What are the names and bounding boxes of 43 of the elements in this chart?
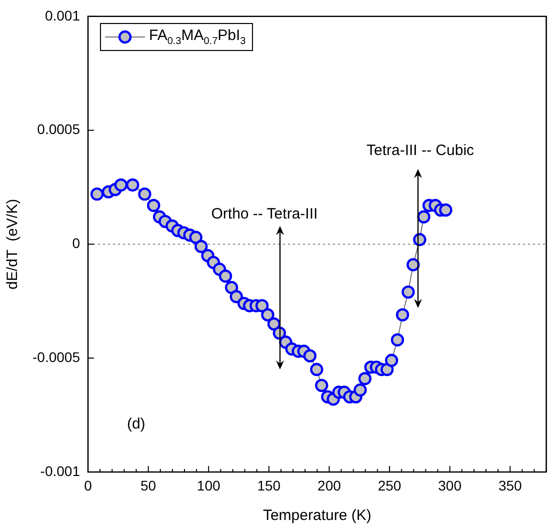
point [402, 285, 415, 299]
x-tick-label: 50 [140, 477, 156, 494]
point [90, 187, 104, 201]
x-tick-label: 100 [196, 477, 220, 494]
point [114, 178, 128, 192]
point [126, 178, 140, 192]
annotation: (d) [126, 415, 146, 432]
point [417, 210, 430, 224]
point [138, 187, 152, 201]
point [194, 240, 208, 254]
point [147, 198, 160, 212]
point [354, 383, 367, 397]
legend-label: FA$_{0.3}$MA$_{0.7}$PbI$_{3}$ [149, 27, 246, 48]
point [358, 372, 372, 386]
point [189, 230, 202, 244]
y-tick-label: 0.0005 [37, 121, 80, 138]
annotation: Tetra-III -- Cubic [366, 142, 475, 159]
y-tick-label: 0 [72, 235, 80, 252]
y-tick-label: -0.001 [40, 462, 80, 479]
y-axis-title: dE/dT (eV/K) [4, 198, 22, 290]
x-tick-label: 0 [84, 477, 92, 494]
x-tick-label: 250 [378, 477, 402, 494]
x-tick-label: 350 [498, 477, 522, 494]
y-tick-label: -0.0005 [32, 348, 80, 365]
point [406, 258, 420, 272]
y-tick-label: 0.001 [44, 7, 80, 24]
point [303, 349, 317, 362]
x-tick-label: 300 [438, 477, 462, 494]
point [261, 308, 274, 322]
point [439, 203, 452, 217]
x-tick-label: 150 [257, 477, 281, 494]
point [255, 299, 269, 312]
point [230, 290, 243, 304]
point [384, 354, 398, 367]
point [390, 333, 404, 346]
point [396, 308, 410, 322]
point [218, 269, 232, 283]
point [310, 362, 324, 376]
x-axis-title: Temperature (K) [262, 507, 372, 524]
point [315, 378, 328, 392]
point [224, 280, 238, 294]
annotation: Ortho -- Tetra-III [211, 206, 318, 223]
x-tick-label: 200 [318, 477, 342, 494]
